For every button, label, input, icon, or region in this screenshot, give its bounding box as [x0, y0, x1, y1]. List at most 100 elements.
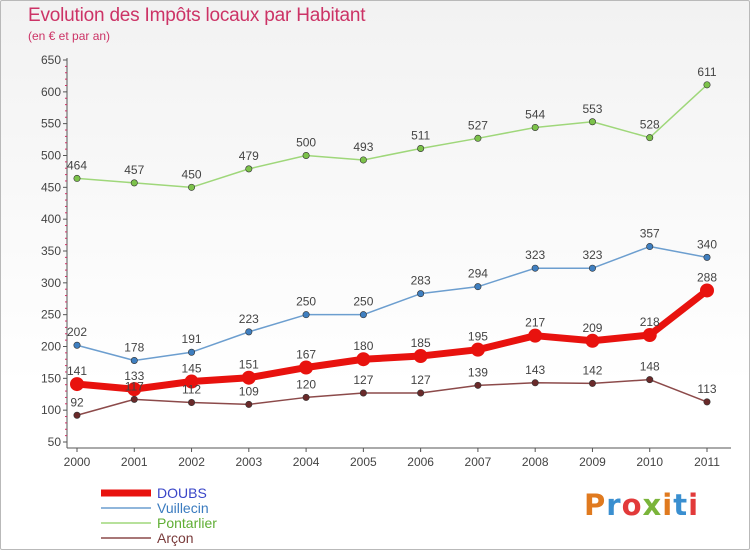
data-point-doubs	[127, 382, 142, 397]
chart-title: Evolution des Impôts locaux par Habitant	[28, 5, 366, 26]
data-point-vuillecin	[245, 328, 253, 336]
x-tick-label: 2006	[407, 455, 434, 469]
data-label-pontarlier: 553	[582, 102, 602, 116]
data-label-arcon: 120	[296, 377, 316, 391]
data-point-doubs	[299, 360, 314, 375]
data-point-doubs	[700, 283, 714, 298]
x-tick-label: 2007	[465, 455, 492, 469]
data-label-vuillecin: 250	[353, 295, 373, 309]
data-label-vuillecin: 223	[239, 312, 259, 326]
x-tick-label: 2005	[350, 455, 377, 469]
y-tick-label: 150	[41, 371, 61, 385]
data-point-vuillecin	[474, 283, 482, 291]
data-label-doubs: 133	[124, 369, 144, 383]
data-point-pontarlier	[73, 174, 81, 182]
y-tick-label: 100	[41, 403, 61, 417]
series-line-doubs	[73, 286, 711, 393]
x-tick-label: 2011	[694, 455, 720, 469]
data-point-vuillecin	[130, 357, 138, 365]
data-label-arcon: 92	[70, 395, 84, 409]
data-label-pontarlier: 527	[468, 118, 488, 132]
data-point-arcon	[646, 376, 654, 384]
data-point-pontarlier	[245, 165, 253, 173]
data-label-pontarlier: 500	[296, 136, 316, 150]
y-tick-label: 600	[41, 85, 61, 99]
data-label-doubs: 217	[525, 316, 545, 330]
chart-subtitle: (en € et par an)	[28, 29, 111, 43]
data-label-arcon: 127	[411, 373, 431, 387]
y-tick-label: 650	[41, 53, 61, 67]
data-label-vuillecin: 283	[411, 274, 431, 288]
data-label-doubs: 218	[640, 315, 660, 329]
data-point-arcon	[474, 381, 482, 389]
data-label-pontarlier: 479	[239, 149, 259, 163]
data-label-doubs: 195	[468, 330, 488, 344]
series-line-vuillecin	[76, 245, 708, 362]
data-point-arcon	[245, 400, 253, 408]
x-tick-label: 2008	[522, 455, 549, 469]
data-point-arcon	[302, 393, 310, 401]
data-label-arcon: 112	[182, 383, 201, 397]
x-tick-label: 2010	[636, 455, 663, 469]
x-tick-label: 2003	[235, 455, 262, 469]
x-tick-label: 2009	[579, 455, 606, 469]
data-point-vuillecin	[188, 348, 196, 356]
data-label-doubs: 145	[182, 362, 202, 376]
data-point-pontarlier	[646, 134, 654, 142]
data-label-doubs: 185	[411, 336, 431, 350]
series-line-arcon	[76, 378, 708, 417]
data-point-vuillecin	[73, 341, 81, 349]
data-label-doubs: 288	[697, 270, 717, 284]
data-point-doubs	[642, 328, 657, 343]
data-point-pontarlier	[588, 118, 596, 126]
data-point-arcon	[359, 389, 367, 397]
data-point-arcon	[73, 411, 81, 419]
data-point-doubs	[70, 377, 84, 392]
data-point-vuillecin	[359, 311, 367, 319]
data-point-pontarlier	[188, 183, 196, 191]
data-label-doubs: 151	[239, 358, 259, 372]
data-label-pontarlier: 511	[411, 128, 430, 142]
data-label-arcon: 117	[125, 379, 144, 393]
x-tick-label: 2002	[178, 455, 205, 469]
data-label-pontarlier: 544	[525, 107, 545, 121]
data-point-arcon	[531, 379, 539, 387]
data-label-doubs: 167	[296, 348, 316, 362]
data-point-pontarlier	[703, 81, 711, 89]
data-point-pontarlier	[302, 152, 310, 160]
data-label-pontarlier: 464	[67, 158, 87, 172]
data-label-arcon: 109	[239, 384, 259, 398]
legend-label: Arçon	[157, 530, 194, 546]
y-tick-label: 450	[41, 180, 61, 194]
data-label-vuillecin: 191	[182, 332, 202, 346]
data-point-vuillecin	[531, 264, 539, 272]
data-point-arcon	[417, 389, 425, 397]
data-label-pontarlier: 528	[640, 118, 660, 132]
data-point-arcon	[130, 395, 138, 403]
data-point-vuillecin	[703, 253, 711, 261]
data-label-vuillecin: 323	[525, 248, 545, 262]
y-tick-label: 250	[41, 308, 61, 322]
data-point-pontarlier	[417, 144, 425, 152]
data-label-doubs: 141	[67, 364, 87, 378]
data-point-doubs	[241, 370, 256, 385]
data-label-doubs: 180	[353, 339, 373, 353]
legend-label: Pontarlier	[157, 515, 217, 531]
data-point-doubs	[470, 342, 485, 357]
series-line-pontarlier	[76, 84, 708, 189]
data-point-doubs	[184, 374, 199, 389]
data-point-vuillecin	[588, 264, 596, 272]
proxiti-logo: Proxiti	[584, 488, 700, 522]
legend-label: DOUBS	[157, 485, 207, 501]
data-point-vuillecin	[646, 243, 654, 251]
data-point-arcon	[188, 399, 196, 407]
y-tick-label: 400	[41, 212, 61, 226]
y-tick-label: 550	[41, 117, 61, 131]
y-tick-label: 200	[41, 340, 61, 354]
data-point-pontarlier	[474, 134, 482, 142]
data-label-arcon: 127	[353, 373, 373, 387]
x-tick-label: 2001	[121, 455, 148, 469]
data-label-pontarlier: 611	[697, 65, 716, 79]
